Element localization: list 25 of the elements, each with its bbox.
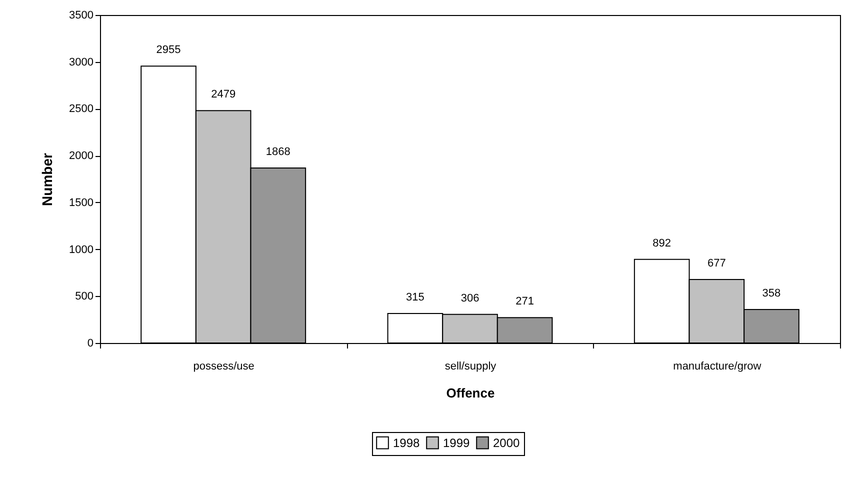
data-label: 271	[516, 296, 534, 308]
data-label: 2479	[211, 88, 236, 101]
data-label: 677	[707, 258, 726, 270]
data-label: 1868	[266, 146, 290, 158]
x-axis-title: Offence	[446, 386, 495, 400]
x-tick-label: manufacture/grow	[673, 360, 762, 372]
y-tick-label: 1500	[69, 196, 94, 209]
data-label: 892	[652, 237, 672, 250]
legend-label: 1999	[443, 436, 470, 450]
legend-label: 2000	[493, 436, 520, 450]
y-tick-label: 1000	[69, 244, 94, 256]
legend-label: 1998	[393, 436, 420, 450]
data-label: 315	[406, 291, 424, 304]
y-tick-label: 2500	[69, 103, 94, 116]
y-tick-label: 500	[75, 290, 94, 303]
y-axis-title: Number	[39, 152, 56, 206]
y-tick-label: 3000	[69, 56, 94, 68]
data-label: 358	[762, 287, 781, 300]
data-label: 306	[460, 292, 480, 304]
y-tick-label: 2000	[69, 150, 94, 162]
x-tick-label: possess/use	[193, 360, 254, 372]
y-tick-label: 0	[87, 338, 94, 350]
x-tick-label: sell/supply	[444, 360, 497, 372]
data-label: 2955	[156, 44, 181, 56]
y-tick-label: 3500	[69, 10, 94, 22]
